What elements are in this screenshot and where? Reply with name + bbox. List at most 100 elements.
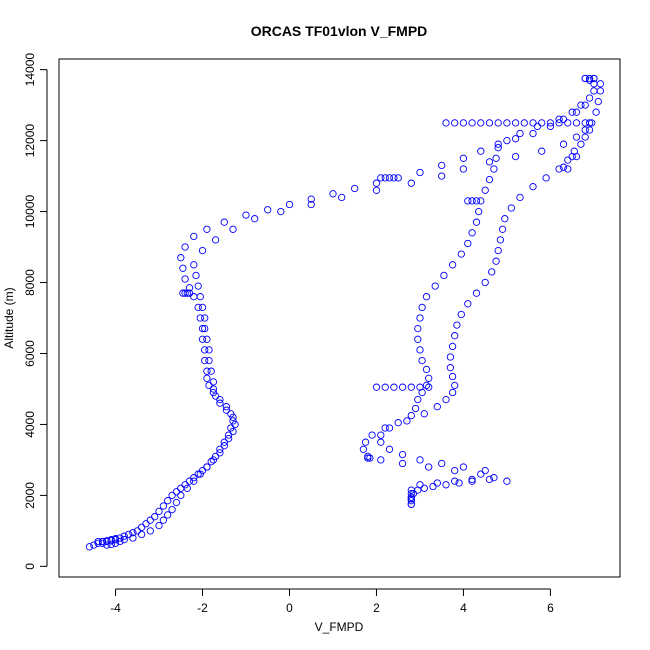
data-point: [433, 479, 441, 487]
data-point: [359, 445, 368, 453]
data-point: [546, 122, 555, 131]
data-point: [559, 163, 568, 171]
x-tick-label: -4: [110, 601, 121, 615]
data-point: [448, 342, 457, 351]
data-point: [468, 475, 476, 484]
y-tick-label: 4000: [23, 411, 37, 438]
data-point: [511, 135, 520, 143]
data-point: [501, 215, 509, 223]
data-point: [398, 459, 407, 468]
y-tick-label: 14000: [23, 53, 37, 87]
data-point: [418, 303, 426, 312]
data-point: [85, 543, 94, 551]
data-point: [407, 500, 415, 508]
data-point: [468, 197, 476, 205]
data-point: [207, 367, 215, 375]
data-point: [190, 474, 198, 482]
data-point: [492, 154, 500, 162]
data-point: [222, 406, 231, 414]
data-point: [203, 367, 211, 375]
data-point: [407, 179, 415, 187]
data-point: [477, 147, 485, 155]
data-point: [196, 314, 204, 322]
data-point: [129, 529, 137, 537]
data-point: [361, 438, 370, 446]
data-point: [211, 392, 220, 400]
data-point: [594, 97, 602, 106]
data-point: [164, 511, 172, 519]
data-point: [155, 507, 163, 516]
data-point: [142, 520, 150, 528]
data-point: [468, 229, 476, 237]
data-point: [146, 527, 154, 535]
data-point: [503, 136, 511, 145]
data-point: [203, 463, 211, 471]
data-series-1: [85, 76, 598, 551]
data-point: [409, 489, 418, 498]
data-point: [183, 484, 191, 492]
data-point: [442, 119, 450, 127]
data-point: [494, 140, 502, 148]
data-point: [455, 479, 463, 487]
data-point: [407, 497, 415, 505]
data-point: [107, 537, 115, 545]
data-point: [496, 236, 505, 244]
data-point: [472, 197, 481, 205]
data-point: [520, 119, 528, 127]
data-point: [201, 314, 209, 322]
data-point: [209, 385, 218, 393]
data-point: [407, 493, 415, 501]
data-point: [194, 470, 202, 478]
data-point: [492, 257, 500, 265]
data-point: [181, 289, 189, 297]
data-point: [394, 419, 402, 427]
data-point: [242, 211, 250, 219]
data-point: [172, 488, 181, 496]
data-point: [516, 129, 524, 138]
data-point: [416, 383, 424, 391]
data-point: [555, 119, 563, 127]
data-point: [205, 381, 213, 390]
data-point: [494, 119, 502, 127]
data-point: [390, 174, 398, 182]
y-axis-label: Altitude (m): [2, 287, 16, 348]
data-point: [205, 346, 213, 354]
data-point: [111, 539, 120, 547]
data-point: [159, 502, 168, 510]
data-point: [472, 289, 481, 297]
data-point: [511, 119, 520, 127]
data-point: [477, 470, 485, 478]
data-point: [366, 454, 374, 462]
data-point: [440, 271, 448, 280]
data-point: [394, 174, 402, 182]
data-point: [398, 383, 407, 391]
data-point: [590, 74, 598, 83]
data-point: [416, 481, 424, 489]
data-series-3: [359, 101, 589, 508]
data-point: [464, 239, 472, 248]
plot-frame: [58, 58, 621, 578]
data-point: [185, 289, 194, 297]
data-point: [385, 445, 394, 453]
data-point: [433, 403, 441, 411]
data-point: [377, 431, 385, 439]
data-point: [377, 438, 385, 446]
data-point: [251, 215, 259, 223]
data-point: [485, 475, 494, 484]
data-point: [190, 232, 198, 241]
data-point: [216, 449, 224, 457]
data-point: [425, 463, 433, 471]
data-point: [438, 161, 446, 170]
data-point: [481, 466, 489, 475]
x-tick-label: 0: [286, 601, 293, 615]
data-point: [577, 101, 585, 109]
data-point: [211, 236, 220, 244]
data-point: [377, 174, 385, 182]
data-point: [111, 536, 120, 544]
data-point: [229, 413, 237, 421]
data-point: [451, 477, 459, 485]
data-point: [538, 119, 546, 127]
data-point: [381, 174, 389, 182]
data-point: [229, 225, 237, 233]
data-point: [124, 530, 133, 539]
